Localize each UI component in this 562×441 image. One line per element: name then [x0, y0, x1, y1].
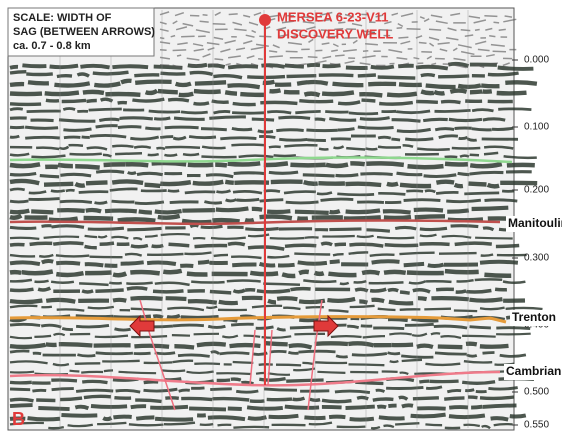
- tick-label: 0.500: [524, 387, 549, 398]
- horizon-label: Cambrian: [506, 364, 561, 378]
- scale-note: SCALE: WIDTH OF: [13, 12, 112, 24]
- horizon-label: Manitoulin: [508, 216, 562, 230]
- scale-note: ca. 0.7 - 0.8 km: [13, 40, 91, 52]
- well-name: MERSEA 6-23-V11: [277, 9, 389, 24]
- tick-label: 0.200: [524, 185, 549, 196]
- tick-label: 0.300: [524, 253, 549, 264]
- horizon-label: Trenton: [512, 310, 556, 324]
- tick-label: 0.550: [524, 420, 549, 431]
- seismic-figure: SCALE: WIDTH OF SAG (BETWEEN ARROWS) ca.…: [0, 0, 562, 436]
- scale-note: SAG (BETWEEN ARROWS): [13, 26, 155, 38]
- tick-label: 0.000: [524, 55, 549, 66]
- well-name: DISCOVERY WELL: [277, 26, 393, 41]
- page: {"figure": { "scale_note": ["SCALE: WIDT…: [0, 0, 562, 436]
- panel-letter: B: [12, 409, 25, 429]
- well-marker: [259, 14, 271, 26]
- tick-label: 0.100: [524, 122, 549, 133]
